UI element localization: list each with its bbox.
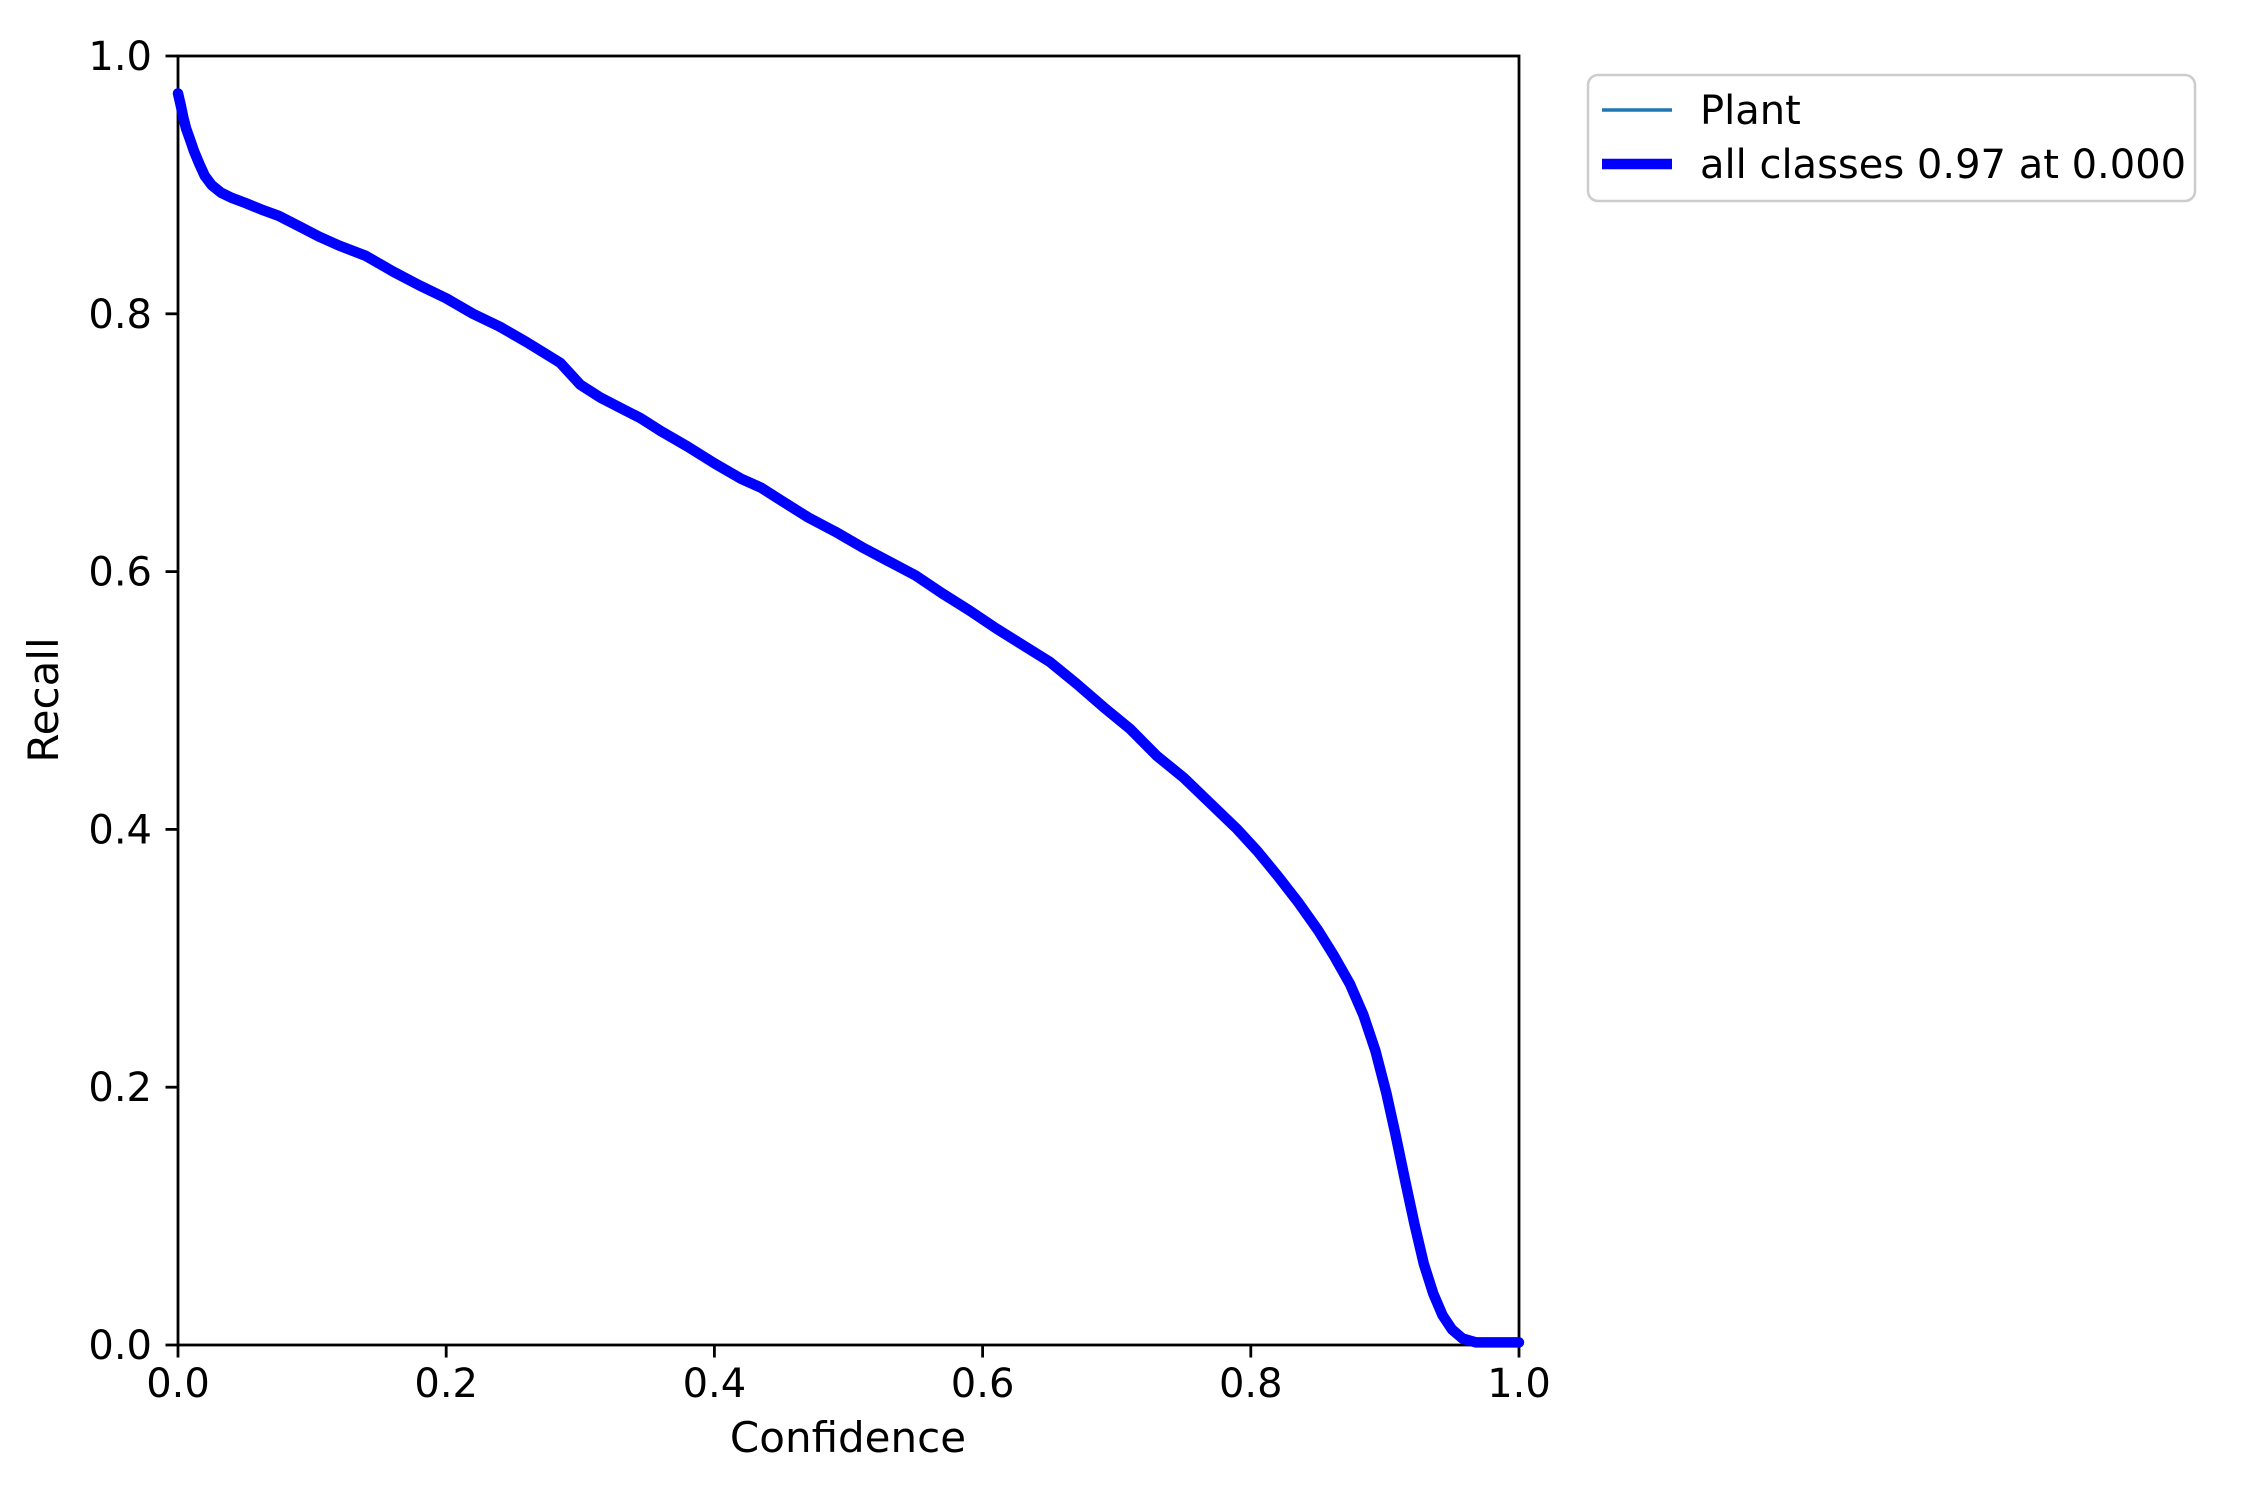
x-tick-label: 1.0 <box>1487 1361 1551 1407</box>
x-tick-label: 0.2 <box>414 1361 478 1407</box>
x-tick-label: 0.8 <box>1219 1361 1283 1407</box>
y-tick-label: 0.0 <box>88 1323 152 1369</box>
x-tick-label: 0.0 <box>146 1361 210 1407</box>
x-tick-label: 0.6 <box>951 1361 1015 1407</box>
all-classes-curve <box>172 88 1525 1348</box>
legend-label-plant: Plant <box>1700 88 1801 134</box>
y-axis-label: Recall <box>19 637 68 762</box>
y-tick-label: 0.4 <box>88 807 152 853</box>
legend: Plant all classes 0.97 at 0.000 <box>1586 73 2197 203</box>
plant-curve <box>176 91 1521 1345</box>
y-tick-label: 0.6 <box>88 550 152 596</box>
plot-area-border <box>176 54 1521 1347</box>
x-tick-label: 0.4 <box>683 1361 747 1407</box>
x-axis-label: Confidence <box>730 1413 966 1462</box>
y-tick-label: 1.0 <box>88 34 152 80</box>
y-axis-ticks: 0.0 0.2 0.4 0.6 0.8 1.0 <box>88 34 178 1369</box>
y-tick-label: 0.2 <box>88 1065 152 1111</box>
y-tick-label: 0.8 <box>88 292 152 338</box>
legend-label-all-classes: all classes 0.97 at 0.000 <box>1700 142 2186 188</box>
x-axis-ticks: 0.0 0.2 0.4 0.6 0.8 1.0 <box>146 1345 1551 1407</box>
legend-box <box>1586 73 2197 203</box>
